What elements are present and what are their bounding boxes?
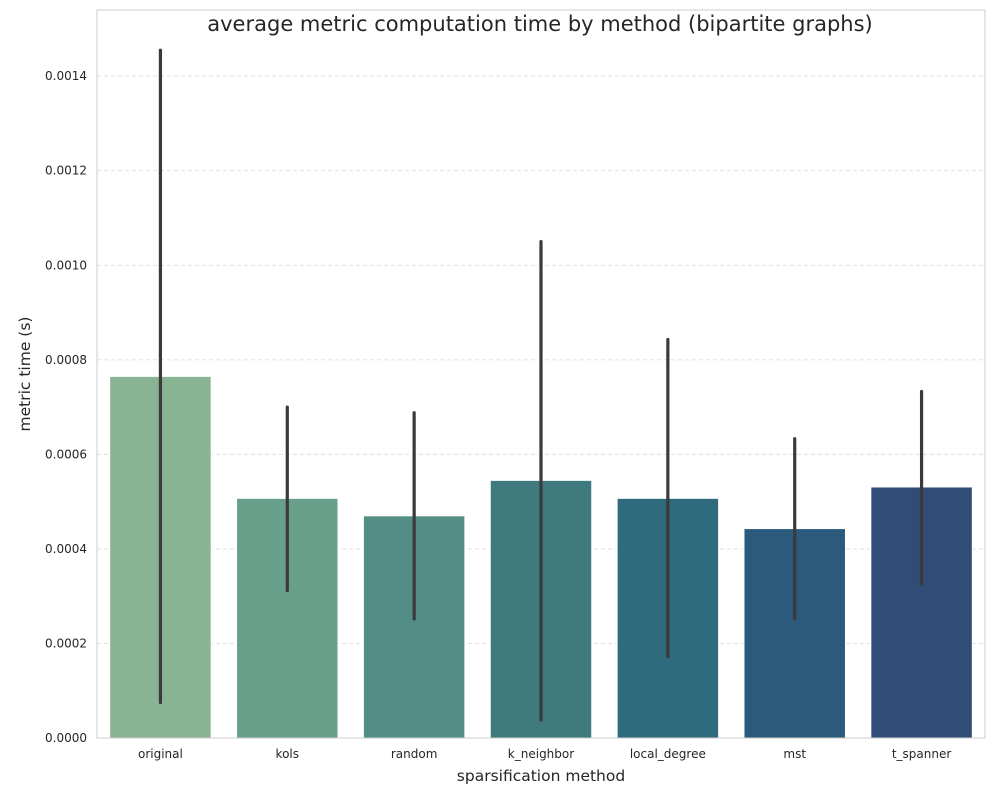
y-tick-label: 0.0012 <box>45 164 87 178</box>
bars <box>109 375 973 739</box>
x-tick-label: k_neighbor <box>508 747 574 761</box>
y-tick-label: 0.0008 <box>45 353 87 367</box>
x-tick-label: mst <box>783 747 806 761</box>
y-tick-label: 0.0010 <box>45 258 87 272</box>
x-tick-label: local_degree <box>630 747 706 761</box>
x-tick-label: t_spanner <box>892 747 952 761</box>
y-tick-labels: 0.0000 0.0002 0.0004 0.0006 0.0008 0.0010 0.00… <box>45 69 87 745</box>
x-tick-label: kols <box>276 747 299 761</box>
x-tick-label: original <box>138 747 183 761</box>
y-tick-label: 0.0004 <box>45 542 87 556</box>
y-tick-label: 0.0006 <box>45 447 87 461</box>
y-axis-label: metric time (s) <box>16 317 34 432</box>
y-tick-label: 0.0000 <box>45 731 87 745</box>
y-tick-label: 0.0002 <box>45 636 87 650</box>
x-tick-labels: original kols random k_neighbor local_degree… <box>138 747 951 761</box>
y-tick-label: 0.0014 <box>45 69 87 83</box>
plot-frame <box>96 9 986 739</box>
error-bars <box>158 48 924 722</box>
x-tick-label: random <box>391 747 438 761</box>
chart-title: average metric computation time by metho… <box>207 12 872 36</box>
x-axis-label: sparsification method <box>457 767 625 785</box>
